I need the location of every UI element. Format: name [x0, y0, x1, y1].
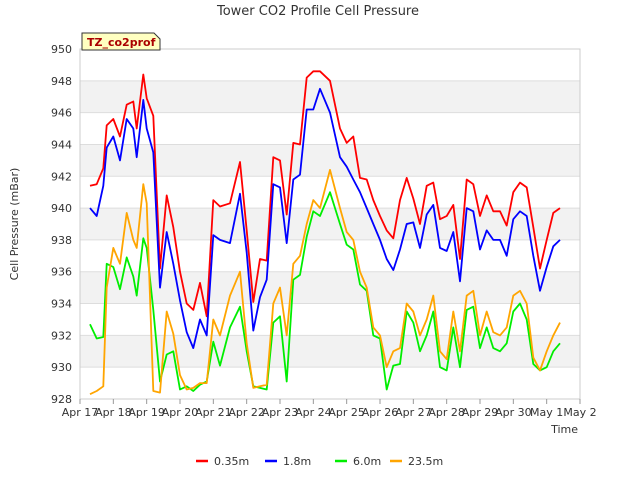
y-tick-label: 948 — [51, 75, 72, 88]
x-tick-label: Apr 24 — [295, 406, 332, 419]
y-axis-label: Cell Pressure (mBar) — [8, 168, 21, 281]
x-tick-label: Apr 21 — [195, 406, 232, 419]
series-line-23.5m — [89, 168, 561, 396]
x-axis-label: Time — [550, 423, 578, 436]
legend-label: 6.0m — [353, 455, 381, 468]
y-tick-label: 936 — [51, 266, 72, 279]
x-tick-label: Apr 30 — [495, 406, 532, 419]
x-tick-label: Apr 18 — [95, 406, 132, 419]
x-tick-label: Apr 22 — [228, 406, 265, 419]
chart-title: Tower CO2 Profile Cell Pressure — [216, 4, 419, 19]
y-tick-label: 940 — [51, 202, 72, 215]
x-tick-label: Apr 29 — [462, 406, 499, 419]
series-line-6.0m — [89, 191, 561, 392]
x-tick-label: May 1 — [530, 406, 563, 419]
site-tag-label: TZ_co2prof — [87, 36, 156, 49]
x-tick-label: Apr 28 — [428, 406, 465, 419]
y-tick-label: 944 — [51, 138, 72, 151]
grid-band — [80, 80, 580, 113]
series-layer — [89, 70, 561, 396]
x-tick-label: Apr 19 — [128, 406, 165, 419]
site-tag: TZ_co2prof — [81, 32, 161, 51]
y-tick-label: 932 — [51, 329, 72, 342]
series-line-0.35m — [89, 70, 561, 318]
x-tick-label: Apr 26 — [362, 406, 399, 419]
plot-frame — [79, 48, 581, 400]
grid-band — [80, 271, 580, 304]
y-tick-label: 938 — [51, 234, 72, 247]
y-axis: 928 930 932 934 936 938 940 942 944 946 948 950 — [51, 43, 72, 406]
x-tick-label: May 2 — [563, 406, 596, 419]
y-tick-label: 930 — [51, 361, 72, 374]
legend-label: 1.8m — [283, 455, 311, 468]
y-tick-label: 942 — [51, 170, 72, 183]
y-tick-label: 946 — [51, 107, 72, 120]
x-tick-label: Apr 27 — [395, 406, 432, 419]
site-tag-box — [81, 32, 161, 51]
x-tick-label: Apr 23 — [262, 406, 299, 419]
x-tick-label: Apr 25 — [328, 406, 365, 419]
x-tick-label: Apr 17 — [62, 406, 99, 419]
series-line-1.8m — [89, 87, 561, 350]
x-tick-label: Apr 20 — [162, 406, 199, 419]
legend-label: 0.35m — [214, 455, 249, 468]
y-tick-label: 950 — [51, 43, 72, 56]
grid-band — [80, 335, 580, 368]
legend-label: 23.5m — [408, 455, 443, 468]
y-tick-label: 934 — [51, 298, 72, 311]
legend: 0.35m 1.8m 6.0m 23.5m — [196, 455, 443, 468]
y-tick-label: 928 — [51, 393, 72, 406]
